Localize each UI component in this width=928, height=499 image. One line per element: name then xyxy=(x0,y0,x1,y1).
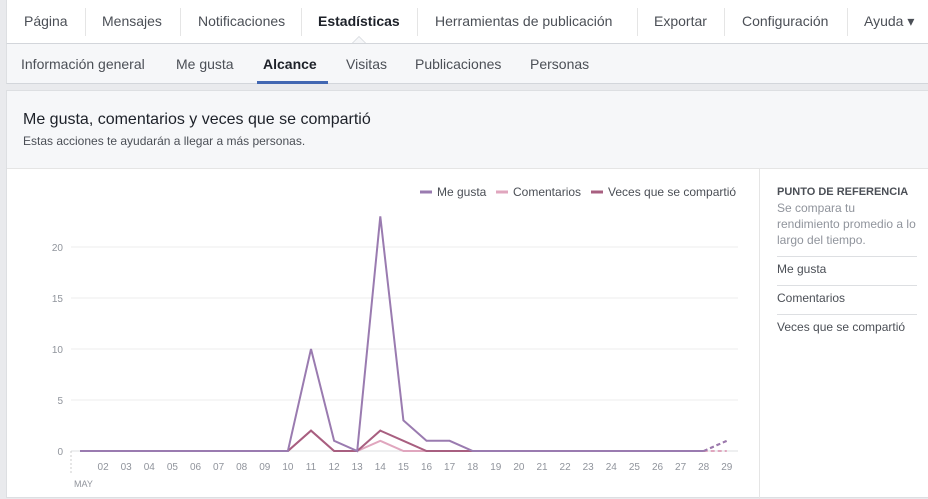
active-tab-pointer xyxy=(352,36,366,43)
x-tick-label: 11 xyxy=(306,462,317,473)
x-tick-label: 03 xyxy=(121,462,133,473)
x-tick-label: 08 xyxy=(236,462,248,473)
x-tick-label: 21 xyxy=(536,462,548,473)
series-line-veces-que-se-compartió xyxy=(80,429,704,452)
benchmark-sidebar: PUNTO DE REFERENCIA Se compara tu rendim… xyxy=(759,169,928,499)
x-tick-label: 25 xyxy=(629,462,641,473)
x-tick-label: 28 xyxy=(698,462,710,473)
divider xyxy=(777,285,917,286)
page-top-nav: Página Mensajes Notificaciones Estadísti… xyxy=(6,0,928,44)
nav-separator xyxy=(85,8,86,36)
x-tick-label: 23 xyxy=(583,462,595,473)
series-line-me-gusta xyxy=(80,216,704,453)
benchmark-shares-link[interactable]: Veces que se compartió xyxy=(777,320,906,334)
panel-header: Me gusta, comentarios y veces que se com… xyxy=(7,91,928,169)
x-tick-label: 09 xyxy=(259,462,271,473)
insights-sub-nav: Información general Me gusta Alcance Vis… xyxy=(6,44,928,84)
x-tick-label: 05 xyxy=(167,462,179,473)
nav-export[interactable]: Exportar xyxy=(654,13,707,29)
x-tick-label: 20 xyxy=(513,462,525,473)
x-tick-label: 12 xyxy=(329,462,341,473)
x-tick-label: 26 xyxy=(652,462,664,473)
x-tick-label: 07 xyxy=(213,462,225,473)
x-tick-label: 24 xyxy=(606,462,618,473)
x-tick-label: 14 xyxy=(375,462,387,473)
nav-separator xyxy=(180,8,181,36)
active-tab-underline xyxy=(257,81,328,84)
tab-people[interactable]: Personas xyxy=(530,56,590,72)
benchmark-description: Se compara tu rendimiento promedio a lo … xyxy=(777,201,916,247)
benchmark-heading: PUNTO DE REFERENCIA xyxy=(777,186,909,198)
tab-overview[interactable]: Información general xyxy=(21,56,145,72)
x-tick-label: 27 xyxy=(675,462,687,473)
x-tick-label: 22 xyxy=(560,462,572,473)
tab-reach[interactable]: Alcance xyxy=(263,56,317,72)
nav-notifications[interactable]: Notificaciones xyxy=(198,13,286,29)
panel-title: Me gusta, comentarios y veces que se com… xyxy=(23,111,371,128)
x-tick-label: 06 xyxy=(190,462,202,473)
x-tick-label: 18 xyxy=(467,462,479,473)
x-tick-label: 29 xyxy=(721,462,733,473)
nav-page[interactable]: Página xyxy=(24,13,68,29)
x-tick-label: 13 xyxy=(352,462,364,473)
panel-subtitle: Estas acciones te ayudarán a llegar a má… xyxy=(23,134,306,148)
nav-separator xyxy=(847,8,848,36)
x-tick-label: 16 xyxy=(421,462,433,473)
nav-separator xyxy=(417,8,418,36)
x-tick-label: 15 xyxy=(398,462,410,473)
nav-separator xyxy=(724,8,725,36)
tab-posts[interactable]: Publicaciones xyxy=(415,56,502,72)
month-label: MAY xyxy=(74,479,93,489)
nav-publishing-tools[interactable]: Herramientas de publicación xyxy=(435,13,613,29)
nav-separator xyxy=(637,8,638,36)
y-tick-label: 0 xyxy=(57,447,63,458)
x-tick-label: 17 xyxy=(444,462,456,473)
y-tick-label: 10 xyxy=(52,345,64,356)
tab-visits[interactable]: Visitas xyxy=(346,56,387,72)
y-tick-label: 15 xyxy=(52,294,64,305)
nav-insights[interactable]: Estadísticas xyxy=(318,13,400,29)
nav-help[interactable]: Ayuda ▾ xyxy=(864,13,915,29)
series-line-me-gusta-projected xyxy=(703,439,728,452)
nav-settings[interactable]: Configuración xyxy=(742,13,829,29)
nav-messages[interactable]: Mensajes xyxy=(102,13,162,29)
tab-likes[interactable]: Me gusta xyxy=(176,56,234,72)
x-tick-label: 02 xyxy=(98,462,110,473)
x-tick-label: 04 xyxy=(144,462,156,473)
x-tick-label: 19 xyxy=(490,462,502,473)
benchmark-comments-link[interactable]: Comentarios xyxy=(777,291,846,305)
legend-label: Comentarios xyxy=(513,185,581,199)
divider xyxy=(777,256,917,257)
nav-separator xyxy=(301,8,302,36)
legend-label: Me gusta xyxy=(437,185,487,199)
divider xyxy=(777,314,917,315)
engagement-panel: Me gusta, comentarios y veces que se com… xyxy=(6,90,928,499)
series-line-comentarios xyxy=(80,429,704,452)
legend-label: Veces que se compartió xyxy=(608,185,736,199)
y-tick-label: 20 xyxy=(52,243,64,254)
x-tick-label: 10 xyxy=(282,462,294,473)
benchmark-likes-link[interactable]: Me gusta xyxy=(777,262,827,276)
y-tick-label: 5 xyxy=(57,396,63,407)
